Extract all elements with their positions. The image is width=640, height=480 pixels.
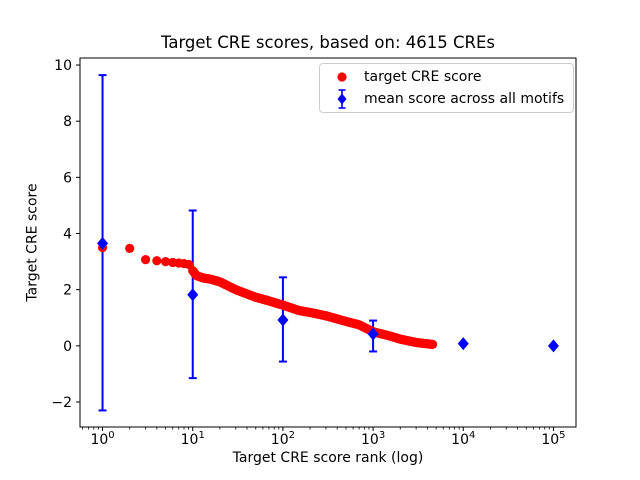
y-tick-label: 8	[63, 114, 72, 130]
legend-item-target-score: target CRE score	[320, 66, 564, 88]
red-circle-icon	[320, 69, 364, 85]
chart-title: Target CRE scores, based on: 4615 CREs	[160, 33, 496, 52]
x-tick-label: 100	[90, 430, 114, 448]
y-axis-label: Target CRE score	[24, 183, 41, 302]
mean-diamond-markers	[97, 236, 559, 353]
x-axis-ticks: 100 101 102 103 104 105	[82, 427, 566, 448]
mean-errorbar-lines	[98, 74, 378, 412]
y-axis-ticks: −2 0 2 4 6 8 10	[51, 58, 80, 411]
axes-spines	[79, 57, 577, 428]
legend-item-label: mean score across all motifs	[364, 91, 565, 107]
y-tick-label: 2	[63, 283, 72, 299]
x-tick-label: 103	[361, 430, 385, 448]
y-tick-label: 4	[63, 227, 72, 243]
y-tick-label: −2	[51, 395, 72, 411]
legend-item-label: target CRE score	[364, 69, 482, 85]
x-tick-label: 104	[451, 430, 475, 448]
x-tick-label: 105	[541, 430, 565, 448]
x-tick-label: 101	[181, 430, 205, 448]
x-tick-label: 102	[271, 430, 295, 448]
legend-box: target CRE score mean score across all m…	[319, 63, 575, 113]
y-tick-label: 6	[63, 170, 72, 186]
legend-item-mean-score: mean score across all motifs	[320, 88, 564, 110]
red-scatter-series	[97, 242, 438, 349]
y-tick-label: 0	[63, 339, 72, 355]
blue-diamond-errorbar-icon	[320, 88, 364, 110]
y-tick-label: 10	[54, 58, 72, 74]
x-axis-label: Target CRE score rank (log)	[232, 450, 424, 466]
